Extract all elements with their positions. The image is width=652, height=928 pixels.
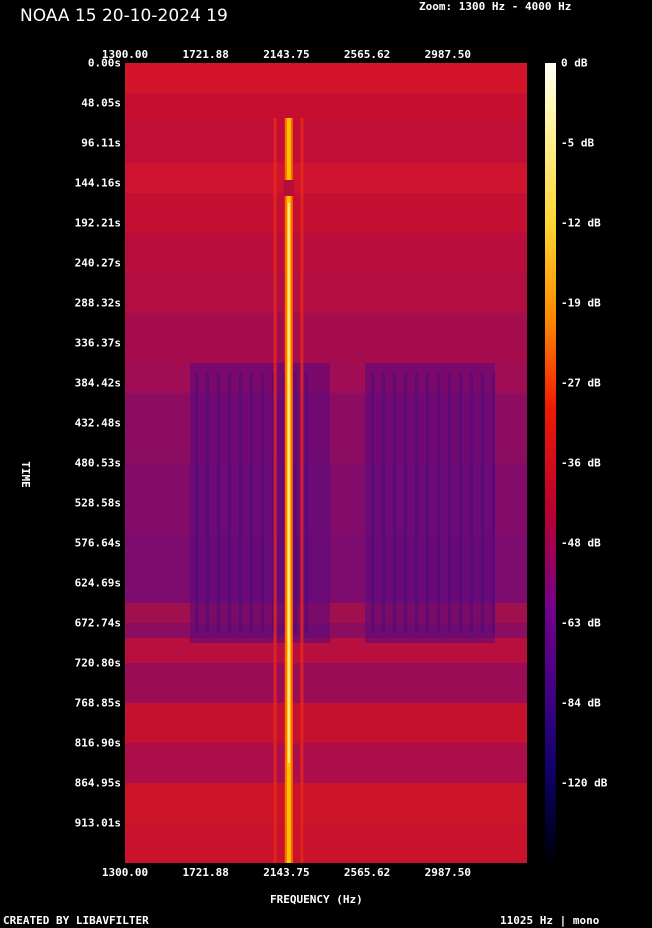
zoom-range: Zoom: 1300 Hz - 4000 Hz <box>419 0 572 13</box>
y-tick: 336.37s <box>74 336 121 350</box>
spectro-band <box>125 743 527 783</box>
x-tick-top: 2565.62 <box>343 48 391 61</box>
spectro-band <box>125 233 527 273</box>
y-tick: 240.27s <box>74 256 121 270</box>
spectro-striation <box>426 373 429 633</box>
y-tick: 432.48s <box>74 416 121 430</box>
y-tick: 288.32s <box>74 296 121 310</box>
spectro-striation <box>294 373 297 633</box>
spectro-band <box>125 703 527 743</box>
footer-credit: CREATED BY LIBAVFILTER <box>3 914 149 927</box>
spectro-dark-region <box>365 363 495 643</box>
spectro-striation <box>382 373 385 633</box>
spectro-band <box>125 273 527 313</box>
x-tick-top: 2143.75 <box>263 48 310 61</box>
y-tick: 816.90s <box>74 736 121 750</box>
y-tick: 0.00s <box>87 56 121 70</box>
spectro-band <box>125 823 527 863</box>
spectro-sideband <box>273 118 277 863</box>
colorbar-tick: -120 dB <box>561 776 608 790</box>
x-tick-top: 1300.00 <box>101 48 149 61</box>
y-tick: 576.64s <box>74 536 121 550</box>
x-axis-label: FREQUENCY (Hz) <box>270 893 363 906</box>
spectro-striation <box>217 373 220 633</box>
x-tick-bottom: 2565.62 <box>343 866 391 879</box>
colorbar-tick: -48 dB <box>561 536 601 550</box>
spectro-striation <box>206 373 209 633</box>
spectro-carrier-core <box>287 203 290 763</box>
spectro-striation <box>228 373 231 633</box>
window-title: NOAA 15 20-10-2024 19 <box>20 6 228 26</box>
y-tick: 144.16s <box>74 176 121 190</box>
y-tick: 96.11s <box>81 136 121 150</box>
x-tick-top: 1721.88 <box>182 48 229 61</box>
spectro-striation <box>305 373 308 633</box>
colorbar-tick: 0 dB <box>561 56 588 70</box>
y-tick: 672.74s <box>74 616 121 630</box>
spectro-striation <box>250 373 253 633</box>
spectro-band <box>125 663 527 703</box>
y-tick: 720.80s <box>74 656 121 670</box>
x-tick-bottom: 2987.50 <box>424 866 471 879</box>
y-tick: 480.53s <box>74 456 121 470</box>
spectro-sideband <box>300 118 304 863</box>
spectrogram-plot <box>125 63 527 863</box>
spectro-striation <box>459 373 462 633</box>
y-tick: 528.58s <box>74 496 121 510</box>
spectro-striation <box>448 373 451 633</box>
y-tick: 192.21s <box>74 216 121 230</box>
colorbar-tick: -27 dB <box>561 376 601 390</box>
spectro-striation <box>371 373 374 633</box>
y-tick: 48.05s <box>81 96 121 110</box>
y-tick: 913.01s <box>74 816 121 830</box>
spectro-striation <box>481 373 484 633</box>
y-axis-label: TIME <box>18 461 32 488</box>
x-tick-top: 2987.50 <box>424 48 471 61</box>
spectro-striation <box>393 373 396 633</box>
colorbar-tick: -36 dB <box>561 456 601 470</box>
colorbar-tick: -84 dB <box>561 696 601 710</box>
spectro-striation <box>239 373 242 633</box>
spectro-band <box>125 63 527 93</box>
spectro-striation <box>492 373 495 633</box>
spectro-band <box>125 123 527 163</box>
spectro-band <box>125 783 527 823</box>
colorbar-tick: -19 dB <box>561 296 601 310</box>
colorbar <box>545 63 556 863</box>
y-tick: 384.42s <box>74 376 121 390</box>
y-tick: 624.69s <box>74 576 121 590</box>
spectro-band <box>125 313 527 363</box>
spectro-band <box>125 193 527 233</box>
spectro-striation <box>261 373 264 633</box>
spectro-band <box>125 163 527 193</box>
colorbar-tick: -12 dB <box>561 216 601 230</box>
colorbar-tick: -63 dB <box>561 616 601 630</box>
y-tick: 864.95s <box>74 776 121 790</box>
spectro-striation <box>195 373 198 633</box>
spectro-striation <box>283 373 286 633</box>
y-tick: 768.85s <box>74 696 121 710</box>
spectro-striation <box>437 373 440 633</box>
x-tick-bottom: 1721.88 <box>182 866 229 879</box>
x-tick-bottom: 1300.00 <box>101 866 149 879</box>
footer-audio-info: 11025 Hz | mono <box>500 914 600 927</box>
x-tick-bottom: 2143.75 <box>263 866 310 879</box>
colorbar-tick: -5 dB <box>561 136 595 150</box>
spectro-band <box>125 93 527 123</box>
spectro-dark-region <box>190 363 330 643</box>
spectro-carrier-gap <box>283 180 294 196</box>
spectro-striation <box>272 373 275 633</box>
spectro-striation <box>470 373 473 633</box>
spectro-striation <box>404 373 407 633</box>
spectro-striation <box>415 373 418 633</box>
